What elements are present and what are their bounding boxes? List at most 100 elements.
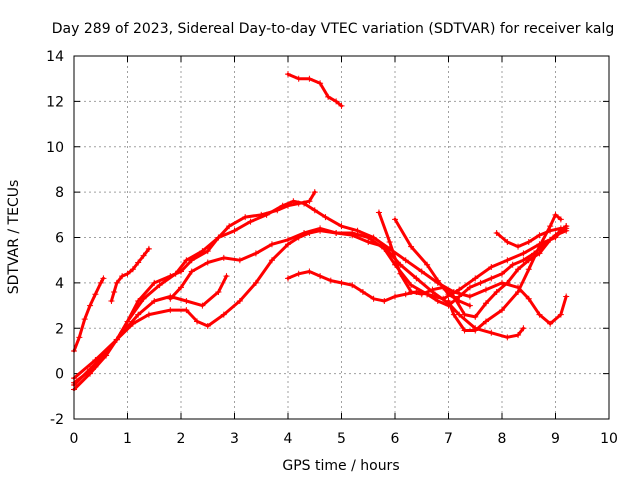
data-point: [482, 318, 489, 325]
data-point: [349, 232, 356, 239]
y-tick-label: 4: [55, 276, 64, 292]
data-point: [231, 227, 238, 234]
y-tick-label: 10: [46, 140, 64, 156]
data-point: [418, 291, 425, 298]
data-point: [482, 300, 489, 307]
data-point: [466, 293, 473, 300]
data-point: [434, 277, 441, 284]
series-track-l: [392, 216, 473, 309]
y-axis-title: SDTVAR / TECUs: [6, 180, 22, 295]
data-point: [167, 293, 174, 300]
data-point: [124, 270, 131, 277]
data-point: [306, 229, 313, 236]
data-point: [140, 252, 147, 259]
y-tick-label: 12: [46, 94, 64, 110]
data-point: [317, 227, 324, 234]
data-point: [204, 322, 211, 329]
data-point: [311, 207, 318, 214]
data-point: [285, 275, 291, 282]
data-point: [113, 279, 120, 286]
data-point: [557, 311, 564, 318]
data-point: [525, 257, 532, 264]
data-point: [456, 298, 463, 305]
data-point: [129, 320, 136, 327]
data-point: [223, 273, 230, 280]
series-track-b: [108, 245, 152, 305]
data-point: [178, 284, 184, 291]
series-track-f: [71, 273, 230, 388]
data-point: [215, 234, 222, 241]
data-point: [359, 288, 366, 295]
y-tick-label: 2: [55, 321, 64, 337]
data-point: [434, 298, 441, 305]
data-point: [466, 284, 473, 291]
data-point: [365, 239, 372, 246]
x-tick-label: 1: [123, 431, 132, 447]
data-point: [504, 257, 511, 264]
data-point: [477, 279, 484, 286]
x-tick-label: 4: [284, 431, 293, 447]
series-line: [72, 276, 105, 353]
data-point: [81, 316, 88, 323]
grid: [74, 56, 609, 419]
data-point: [290, 198, 297, 205]
data-point: [135, 311, 142, 318]
x-tick-label: 5: [337, 431, 346, 447]
data-point: [397, 270, 404, 277]
data-point: [515, 288, 522, 295]
data-point: [338, 223, 345, 230]
data-point: [547, 236, 554, 243]
data-point: [306, 198, 313, 205]
data-point: [509, 261, 516, 268]
data-point: [76, 334, 83, 341]
data-point: [295, 270, 302, 277]
data-point: [129, 266, 136, 273]
data-point: [263, 211, 270, 218]
data-point: [536, 311, 543, 318]
data-point: [493, 229, 500, 236]
data-point: [167, 307, 174, 314]
data-point: [386, 239, 393, 246]
x-tick-label: 8: [498, 431, 507, 447]
data-point: [552, 211, 559, 218]
data-point: [461, 327, 468, 334]
data-point: [325, 93, 332, 100]
y-tick-label: 0: [55, 367, 64, 383]
data-point: [151, 279, 158, 286]
data-point: [311, 189, 318, 196]
series-track-h: [285, 227, 570, 309]
data-point: [145, 245, 152, 252]
data-point: [472, 327, 479, 334]
data-point: [188, 268, 195, 275]
series-track-k: [493, 225, 570, 250]
series-track-a: [71, 275, 107, 354]
data-point: [322, 214, 329, 221]
series-line: [377, 211, 568, 319]
data-point: [92, 291, 99, 298]
data-point: [183, 257, 190, 264]
data-point: [279, 202, 286, 209]
data-point: [408, 243, 415, 250]
data-point: [525, 239, 532, 246]
data-point: [306, 268, 313, 275]
data-point: [456, 311, 463, 318]
data-point: [402, 257, 409, 264]
series-line: [72, 190, 317, 391]
data-point: [557, 216, 564, 223]
data-point: [92, 357, 99, 364]
data-point: [525, 295, 532, 302]
data-point: [220, 254, 227, 261]
x-tick-label: 2: [177, 431, 186, 447]
y-tick-label: -2: [50, 412, 64, 428]
data-point: [547, 227, 554, 234]
x-tick-label: 3: [230, 431, 239, 447]
y-tick-label: 8: [55, 185, 64, 201]
data-point: [327, 277, 334, 284]
data-point: [520, 325, 527, 332]
data-point: [402, 291, 409, 298]
data-point: [429, 286, 436, 293]
data-point: [268, 241, 275, 248]
data-point: [413, 275, 420, 282]
data-point: [499, 307, 505, 314]
